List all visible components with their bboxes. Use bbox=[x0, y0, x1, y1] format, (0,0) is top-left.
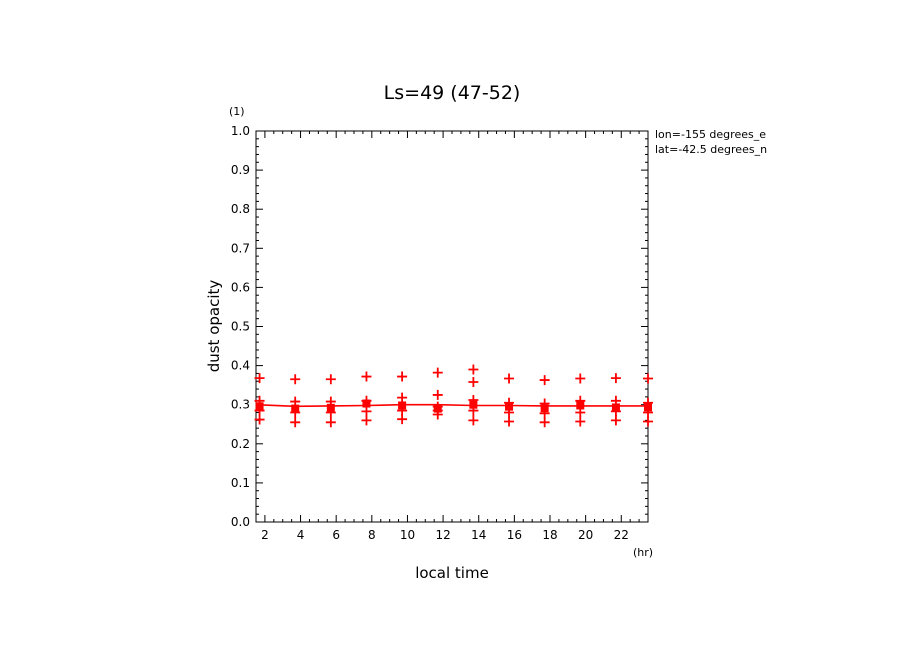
sample-plus-point bbox=[397, 392, 408, 403]
sample-plus-point bbox=[539, 408, 550, 419]
y-axis-label: dust opacity bbox=[205, 280, 223, 373]
y-tick-label: 0.8 bbox=[231, 202, 250, 216]
sample-plus-point bbox=[361, 371, 372, 382]
sample-plus-point bbox=[325, 417, 336, 428]
x-tick-label: 14 bbox=[471, 528, 486, 542]
sample-plus-point bbox=[290, 417, 301, 428]
sample-plus-point bbox=[468, 377, 479, 388]
x-axis-label: local time bbox=[415, 564, 489, 582]
sample-plus-point bbox=[290, 407, 301, 418]
x-tick-label: 8 bbox=[368, 528, 376, 542]
sample-plus-point bbox=[468, 395, 479, 406]
sample-plus-point bbox=[290, 374, 301, 385]
y-tick-label: 0.6 bbox=[231, 280, 250, 294]
y-unit-label: (1) bbox=[229, 105, 245, 118]
x-tick-label: 20 bbox=[578, 528, 593, 542]
sample-plus-point bbox=[468, 405, 479, 416]
y-tick-label: 0.5 bbox=[231, 320, 250, 334]
sample-plus-point bbox=[290, 396, 301, 407]
sample-plus-point bbox=[254, 373, 265, 384]
sample-plus-point bbox=[504, 416, 515, 427]
sample-plus-point bbox=[397, 371, 408, 382]
x-tick-label: 6 bbox=[332, 528, 340, 542]
sample-plus-point bbox=[325, 407, 336, 418]
sample-plus-point bbox=[610, 395, 621, 406]
y-tick-label: 0.0 bbox=[231, 515, 250, 529]
sample-plus-point bbox=[325, 374, 336, 385]
x-tick-label: 2 bbox=[261, 528, 269, 542]
sample-plus-point bbox=[504, 373, 515, 384]
plot-area: 0.0 0.1 0.2 0.3 0.4 0.5 0.6 0.7 0.8 0.9 1.0 2 4 6 8 10 1… bbox=[231, 124, 653, 542]
sample-plus-point bbox=[504, 407, 515, 418]
sample-plus-point bbox=[468, 364, 479, 375]
sample-plus-point bbox=[575, 416, 586, 427]
sample-plus-point bbox=[575, 395, 586, 406]
sample-plus-point bbox=[643, 397, 653, 408]
sample-plus-point bbox=[432, 405, 443, 416]
sample-plus-point bbox=[504, 397, 515, 408]
sample-plus-point bbox=[610, 406, 621, 417]
plot-frame bbox=[255, 130, 649, 523]
x-tick-label: 4 bbox=[297, 528, 305, 542]
sample-plus-point bbox=[397, 414, 408, 425]
latitude-annotation: lat=-42.5 degrees_n bbox=[655, 143, 767, 156]
sample-plus-point bbox=[575, 407, 586, 418]
sample-plus-point bbox=[254, 395, 265, 406]
sample-plus-point bbox=[361, 415, 372, 426]
y-tick-label: 0.7 bbox=[231, 241, 250, 255]
mean-square-point bbox=[398, 401, 407, 410]
sample-plus-point bbox=[539, 417, 550, 428]
sample-plus-point bbox=[539, 375, 550, 386]
mean-line bbox=[255, 403, 648, 408]
sample-plus-point bbox=[361, 395, 372, 406]
sample-plus-point bbox=[397, 405, 408, 416]
sample-plus-point bbox=[468, 415, 479, 426]
sample-plus-point bbox=[539, 398, 550, 409]
x-tick-label: 18 bbox=[542, 528, 557, 542]
sample-plus-point bbox=[432, 367, 443, 378]
y-tick-label: 0.2 bbox=[231, 437, 250, 451]
sample-plus-point bbox=[610, 415, 621, 426]
y-tick-label: 0.1 bbox=[231, 476, 250, 490]
chart-title: Ls=49 (47-52) bbox=[384, 82, 521, 104]
sample-plus-point bbox=[643, 373, 653, 384]
sample-plus-point bbox=[643, 416, 653, 427]
y-tick-label: 1.0 bbox=[231, 124, 250, 138]
x-tick-label: 12 bbox=[435, 528, 450, 542]
sample-plus-point bbox=[432, 389, 443, 400]
x-unit-label: (hr) bbox=[633, 546, 653, 559]
sample-plus-point bbox=[610, 373, 621, 384]
x-tick-label: 22 bbox=[614, 528, 629, 542]
y-tick-label: 0.3 bbox=[231, 398, 250, 412]
x-tick-label: 16 bbox=[507, 528, 522, 542]
sample-plus-point bbox=[325, 396, 336, 407]
sample-plus-point bbox=[254, 414, 265, 425]
sample-plus-point bbox=[575, 373, 586, 384]
longitude-annotation: lon=-155 degrees_e bbox=[655, 128, 766, 141]
y-tick-label: 0.9 bbox=[231, 163, 250, 177]
sample-plus-point bbox=[254, 405, 265, 416]
sample-plus-point bbox=[361, 406, 372, 417]
x-tick-label: 10 bbox=[400, 528, 415, 542]
y-tick-label: 0.4 bbox=[231, 359, 250, 373]
sample-plus-point bbox=[643, 407, 653, 418]
